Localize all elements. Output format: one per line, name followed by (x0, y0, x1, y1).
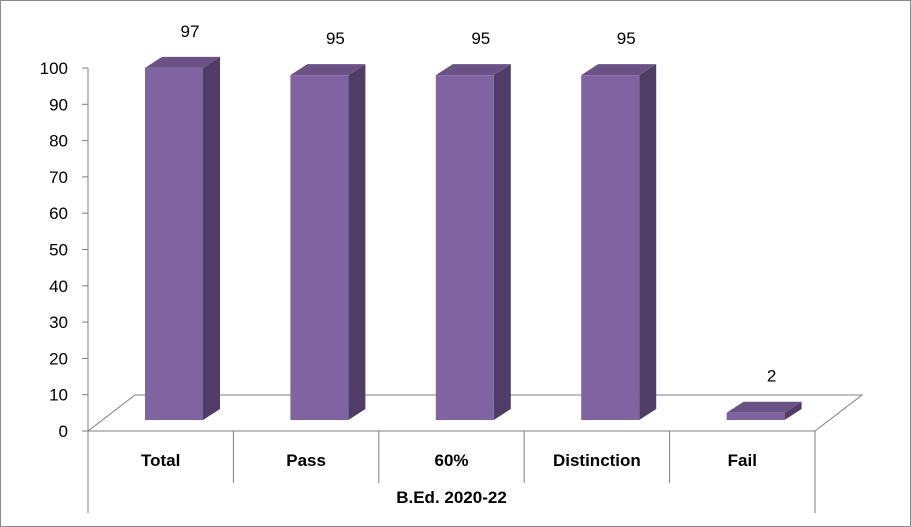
bar-top (581, 64, 657, 76)
group-label: B.Ed. 2020-22 (396, 488, 507, 507)
data-label: 95 (471, 29, 490, 48)
bar-side (348, 64, 366, 421)
bar-top (145, 56, 220, 68)
data-label: 95 (617, 29, 636, 48)
category-label: Fail (728, 451, 757, 470)
category-label: Pass (286, 451, 326, 470)
bar (290, 75, 349, 421)
data-label: 97 (181, 22, 200, 41)
bar-top (726, 401, 802, 413)
data-label: 2 (767, 367, 776, 386)
y-tick-label: 80 (49, 132, 68, 151)
bar (145, 67, 203, 420)
labels-layer: 0 10 20 30 40 50 60 70 80 90 100 97 95 95 95 2 Total Pass… (40, 22, 777, 507)
category-label: 60% (434, 451, 468, 470)
axis-layer (82, 67, 864, 513)
y-tick-label: 0 (59, 422, 68, 441)
bar-top (290, 64, 366, 76)
y-tick-label: 10 (49, 386, 68, 405)
y-tick-label: 100 (40, 59, 68, 78)
category-label: Distinction (553, 451, 641, 470)
y-tick-label: 20 (49, 349, 68, 368)
y-tick-label: 30 (49, 313, 68, 332)
bar-side (493, 64, 511, 421)
y-tick-label: 60 (49, 204, 68, 223)
chart-floor (86, 394, 864, 432)
bars-layer (145, 56, 802, 421)
bar (726, 412, 785, 420)
bar (581, 75, 640, 421)
bar-side (639, 64, 657, 421)
bar-side (203, 56, 220, 420)
bar (435, 75, 494, 421)
bar-side (784, 401, 802, 420)
category-label: Total (141, 451, 180, 470)
data-label: 95 (326, 29, 345, 48)
y-tick-label: 90 (49, 95, 68, 114)
y-tick-label: 70 (49, 168, 68, 187)
y-tick-label: 40 (49, 277, 68, 296)
y-tick-label: 50 (49, 241, 68, 260)
bar-top (435, 64, 511, 76)
